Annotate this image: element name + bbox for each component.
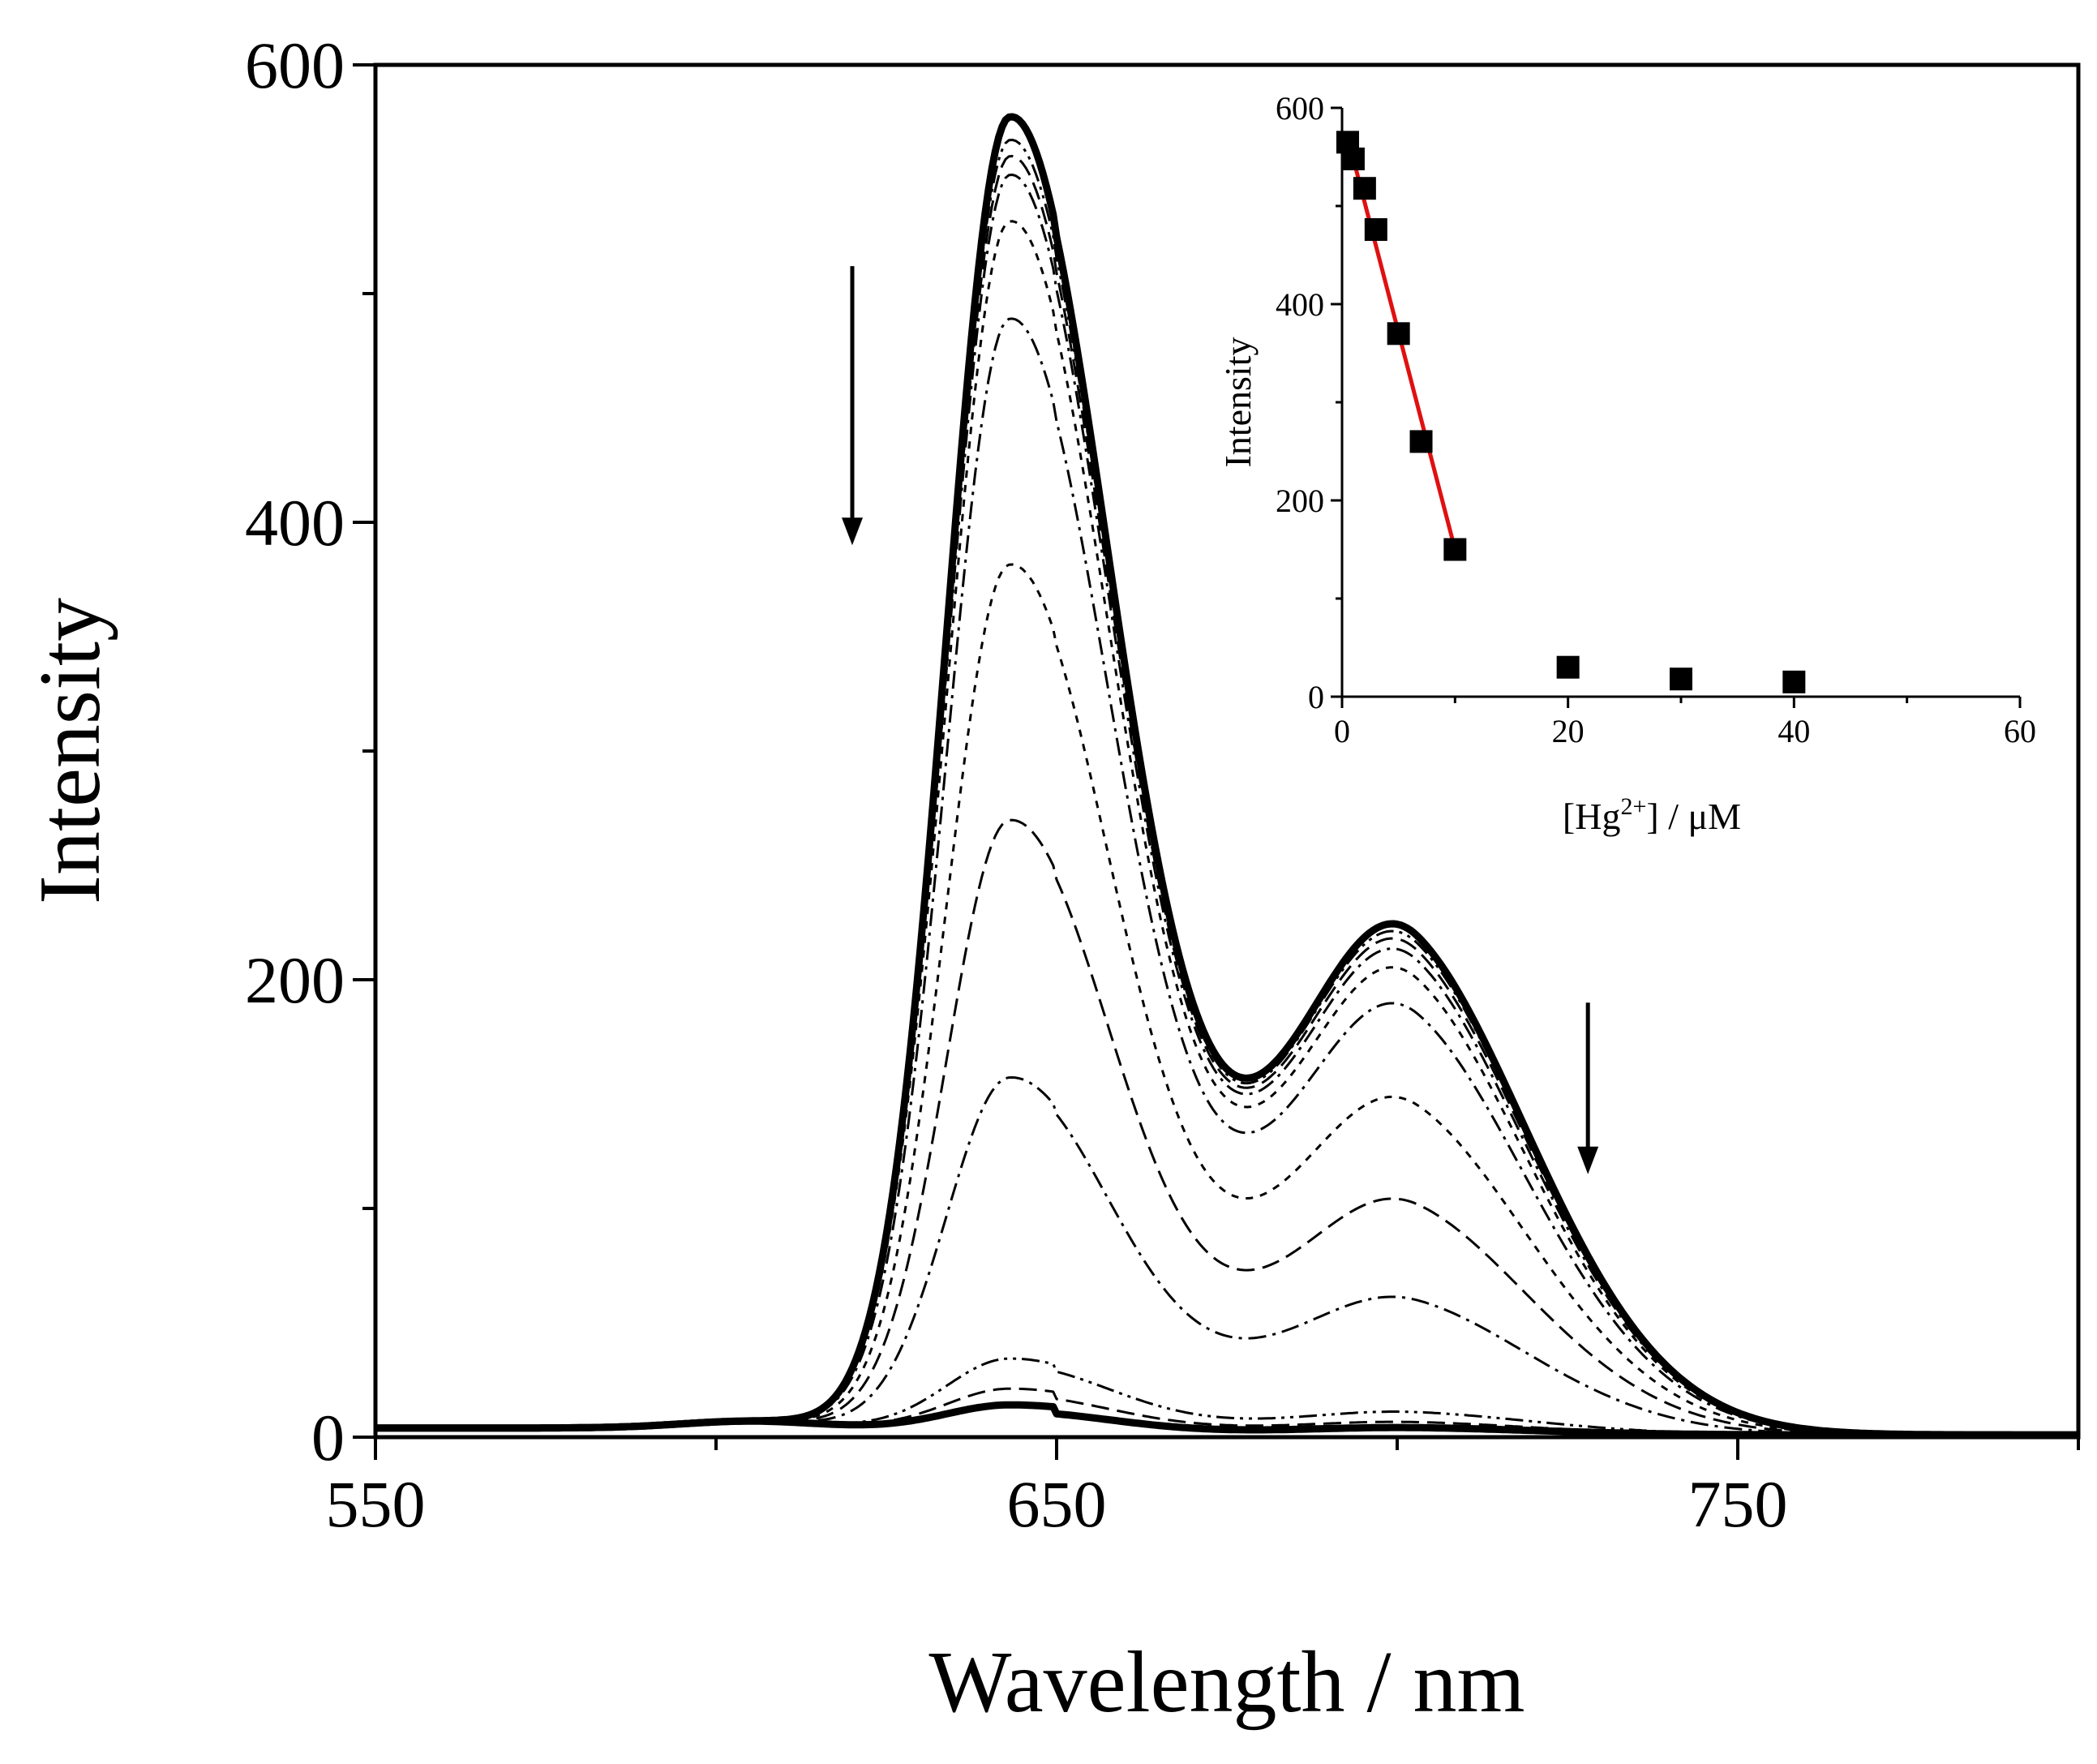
spectrum-line — [375, 1401, 2079, 1439]
inset-x-tick-label: 60 — [2004, 713, 2036, 749]
inset-points-group — [1336, 131, 1806, 693]
inset-x-axis-title-prefix: [Hg — [1563, 796, 1621, 837]
inset-data-point — [1443, 538, 1467, 561]
inset-y-tick-label: 0 — [1308, 679, 1324, 715]
main-x-tick-label: 750 — [1688, 1467, 1788, 1541]
main-x-tick-label: 650 — [1007, 1467, 1107, 1541]
main-y-tick-label: 400 — [245, 486, 345, 560]
inset-data-point — [1341, 147, 1365, 170]
arrow-head — [842, 517, 863, 546]
main-y-tick-label: 0 — [311, 1401, 345, 1474]
inset-y-tick-label: 400 — [1276, 286, 1324, 323]
inset-x-tick-label: 20 — [1552, 713, 1585, 749]
inset-y-axis-title: Intensity — [1217, 337, 1259, 468]
inset-x-tick-label: 40 — [1778, 713, 1810, 749]
inset-data-point — [1409, 430, 1433, 453]
inset-y-tick-label: 200 — [1276, 483, 1324, 519]
main-x-tick-label: 550 — [326, 1467, 426, 1541]
inset-data-point — [1387, 322, 1410, 346]
shoulder-decrease-arrow — [1577, 1002, 1599, 1174]
inset-y-tick-label: 600 — [1276, 90, 1324, 127]
inset-x-axis-title-suffix: ] / μM — [1646, 796, 1741, 837]
inset-x-axis-title-superscript: 2+ — [1620, 793, 1646, 820]
main-x-axis-title: Wavelength / nm — [928, 1634, 1525, 1731]
main-series-group — [375, 113, 2079, 1439]
main-y-axis-title: Intensity — [22, 598, 118, 904]
inset-background — [1342, 108, 2020, 697]
peak-decrease-arrow — [842, 266, 863, 546]
inset-data-point — [1353, 177, 1376, 200]
arrow-head — [1577, 1146, 1599, 1174]
inset-data-point — [1670, 667, 1692, 691]
inset-x-tick-label: 0 — [1334, 713, 1350, 749]
inset-data-point — [1556, 655, 1580, 679]
spectrum-line — [375, 139, 2078, 1436]
arrow-group — [842, 266, 1599, 1174]
inset-data-point — [1364, 218, 1387, 242]
main-y-tick-label: 200 — [245, 943, 345, 1017]
inset-data-point — [1782, 670, 1806, 693]
inset-x-axis-title: [Hg2+] / μM — [1563, 793, 1741, 837]
main-y-tick-label: 600 — [245, 28, 345, 102]
